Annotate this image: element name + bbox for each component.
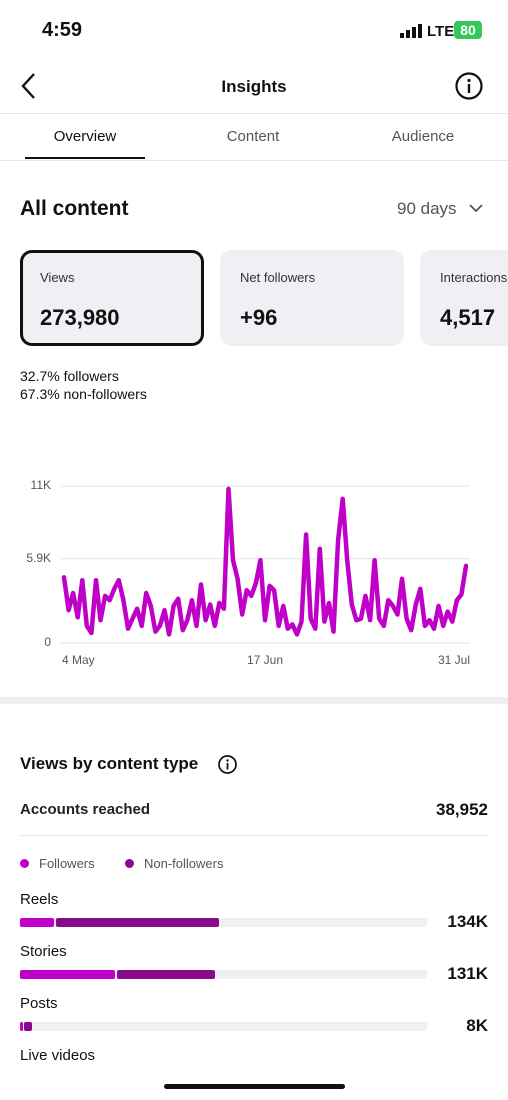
views-line: [61, 486, 469, 637]
network: LTE: [427, 23, 455, 40]
bar-segment: [20, 970, 116, 979]
back-button[interactable]: [18, 72, 42, 100]
bar-segment: [116, 970, 215, 979]
breakdown: 32.7% followers: [20, 368, 119, 384]
bar-segment: [55, 918, 220, 927]
value-label: 131K: [447, 964, 488, 983]
tab[interactable]: Overview: [53, 128, 117, 145]
reach-label: Accounts reached: [20, 801, 151, 818]
metric-card[interactable]: Net followers +96: [220, 250, 404, 346]
reach-value: 38,952: [436, 800, 488, 819]
bar-track: [20, 1022, 427, 1031]
divider: [0, 113, 508, 114]
divider: [20, 835, 488, 836]
metric-card[interactable]: Views 273,980: [20, 250, 204, 346]
section-separator: [0, 697, 508, 704]
card-label: Net followers: [240, 270, 316, 285]
y-tick-label: 11K: [31, 478, 51, 492]
legend-dot: [125, 859, 134, 868]
range-selector[interactable]: 90 days: [397, 199, 457, 218]
tab[interactable]: Audience: [391, 128, 455, 145]
tab[interactable]: Content: [226, 128, 280, 145]
x-tick-label: 17 Jun: [247, 653, 283, 667]
divider: [0, 160, 508, 161]
metric-card[interactable]: Interactions 4,517: [420, 250, 508, 346]
value-label: 134K: [447, 912, 488, 931]
bar-track: [20, 918, 427, 927]
category-label: Stories: [20, 943, 67, 960]
legend-label: Followers: [39, 856, 95, 871]
legend-label: Non-followers: [144, 856, 224, 871]
battery: 80: [454, 21, 482, 39]
x-tick-label: 4 May: [62, 653, 95, 667]
scroll-area: 4:59 LTE 80 Insights Overview Content Au…: [0, 19, 508, 1062]
tab-indicator: [25, 157, 145, 159]
info-icon[interactable]: [217, 754, 238, 775]
bar-segment: [20, 1022, 23, 1031]
signal-icon: [400, 24, 422, 38]
line-chart: 0 5.9K 11K 4 May 17 Jun 31 Jul: [26, 478, 470, 667]
section-title: Views by content type: [20, 754, 199, 773]
value-label: 8K: [466, 1016, 488, 1035]
clock: 4:59: [42, 19, 83, 41]
page-title: Insights: [221, 77, 287, 96]
card-label: Interactions: [440, 270, 508, 285]
card-label: Views: [40, 270, 75, 285]
card-value: 273,980: [40, 305, 120, 330]
card-value: +96: [240, 305, 278, 330]
chevron: [469, 204, 483, 213]
category-label: Reels: [20, 891, 59, 908]
y-tick-label: 0: [44, 635, 51, 649]
section-title: All content: [20, 197, 129, 220]
home-indicator: [164, 1084, 345, 1089]
card-value: 4,517: [440, 305, 496, 330]
category-label: Live videos: [20, 1047, 96, 1062]
info-button[interactable]: [454, 71, 484, 101]
x-tick-label: 31 Jul: [438, 653, 470, 667]
category-label: Posts: [20, 995, 58, 1012]
y-tick-label: 5.9K: [26, 551, 51, 565]
breakdown: 67.3% non-followers: [20, 386, 147, 402]
bar-segment: [24, 1022, 32, 1031]
bar-segment: [20, 918, 55, 927]
bar-track: [20, 970, 427, 979]
legend-dot: [20, 859, 29, 868]
